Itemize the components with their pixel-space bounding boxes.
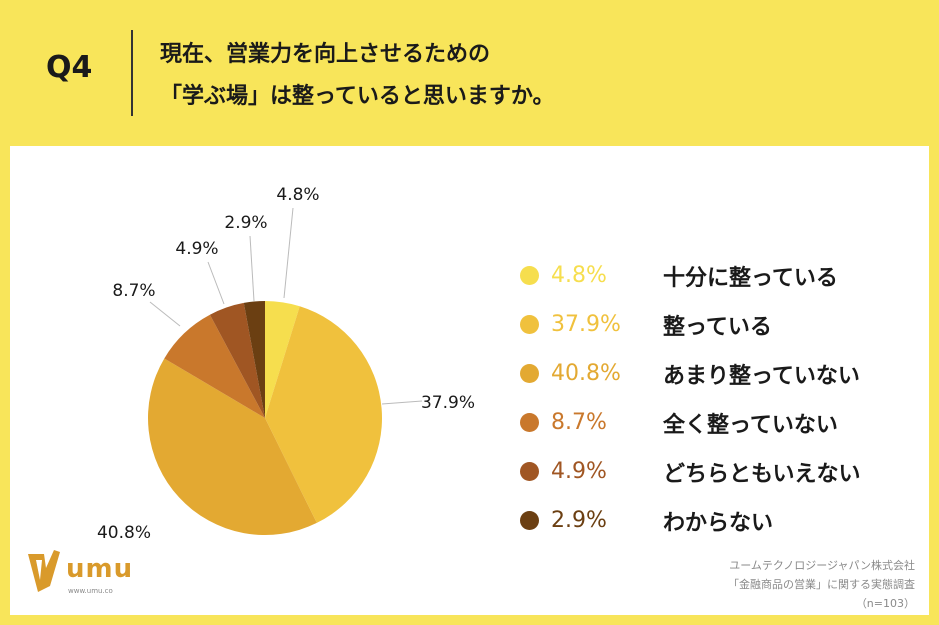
legend-item: 4.9% どちらともいえない bbox=[520, 447, 920, 496]
umu-logo: umu www.umu.co bbox=[24, 546, 164, 602]
leader-line bbox=[249, 235, 255, 302]
company-name: ユームテクノロジージャパン株式会社 bbox=[729, 559, 915, 572]
legend-item: 37.9% 整っている bbox=[520, 300, 920, 349]
slice-value-label: 40.8% bbox=[97, 523, 151, 543]
legend-label: わからない bbox=[663, 510, 774, 536]
slice-value-label: 37.9% bbox=[421, 393, 475, 413]
leader-line bbox=[381, 400, 423, 405]
pie-slice bbox=[265, 301, 300, 418]
pie-chart: 4.8% 37.9% 40.8% 8.7% 4.9% 2.9% bbox=[97, 185, 475, 543]
legend-percent: 8.7% bbox=[551, 410, 607, 435]
legend-label: あまり整っていない bbox=[663, 363, 860, 389]
legend-item: 4.8% 十分に整っている bbox=[520, 251, 920, 300]
slice-value-label: 2.9% bbox=[224, 213, 267, 233]
legend-swatch bbox=[520, 266, 539, 285]
source-note: ユームテクノロジージャパン株式会社 「金融商品の営業」に関する実態調査 （n=1… bbox=[595, 556, 915, 613]
sample-size: （n=103） bbox=[855, 597, 915, 610]
legend-label: 整っている bbox=[663, 314, 772, 340]
chart-panel: 4.8% 37.9% 40.8% 8.7% 4.9% 2.9% 4.8% 十分に整っている 3… bbox=[10, 146, 929, 615]
leader-line bbox=[149, 301, 181, 327]
pie-slice bbox=[265, 306, 383, 523]
slice-value-label: 4.9% bbox=[175, 239, 218, 259]
logo-url: www.umu.co bbox=[68, 587, 113, 595]
legend-label: 十分に整っている bbox=[663, 265, 838, 291]
question-number: Q4 bbox=[46, 50, 93, 85]
legend-swatch bbox=[520, 511, 539, 530]
pie-slice bbox=[209, 302, 265, 418]
question-title-line-2: 「学ぶ場」は整っていると思いますか。 bbox=[160, 84, 555, 109]
legend-swatch bbox=[520, 413, 539, 432]
legend-percent: 37.9% bbox=[551, 312, 621, 337]
legend-percent: 4.8% bbox=[551, 263, 607, 288]
legend-item: 8.7% 全く整っていない bbox=[520, 398, 920, 447]
legend-percent: 2.9% bbox=[551, 508, 607, 533]
umu-mark-icon bbox=[28, 550, 60, 592]
survey-name: 「金融商品の営業」に関する実態調査 bbox=[728, 578, 915, 591]
legend: 4.8% 十分に整っている 37.9% 整っている 40.8% あまり整っていない 8.7%… bbox=[520, 251, 920, 545]
slice-value-label: 4.8% bbox=[276, 185, 319, 205]
pie-slice bbox=[147, 358, 317, 535]
legend-percent: 40.8% bbox=[551, 361, 621, 386]
header-divider bbox=[131, 30, 133, 116]
legend-swatch bbox=[520, 462, 539, 481]
pie-slice bbox=[243, 301, 265, 418]
question-title-line-1: 現在、営業力を向上させるための bbox=[160, 42, 491, 67]
pie-slice bbox=[164, 314, 265, 418]
legend-percent: 4.9% bbox=[551, 459, 607, 484]
leader-line bbox=[283, 207, 294, 299]
slice-value-label: 8.7% bbox=[112, 281, 155, 301]
legend-label: どちらともいえない bbox=[663, 461, 861, 487]
legend-swatch bbox=[520, 315, 539, 334]
question-title: 現在、営業力を向上させるための 「学ぶ場」は整っていると思いますか。 bbox=[160, 34, 920, 118]
leader-line bbox=[207, 261, 225, 305]
legend-item: 40.8% あまり整っていない bbox=[520, 349, 920, 398]
legend-swatch bbox=[520, 364, 539, 383]
logo-wordmark: umu bbox=[66, 554, 134, 584]
legend-item: 2.9% わからない bbox=[520, 496, 920, 545]
legend-label: 全く整っていない bbox=[663, 412, 838, 438]
